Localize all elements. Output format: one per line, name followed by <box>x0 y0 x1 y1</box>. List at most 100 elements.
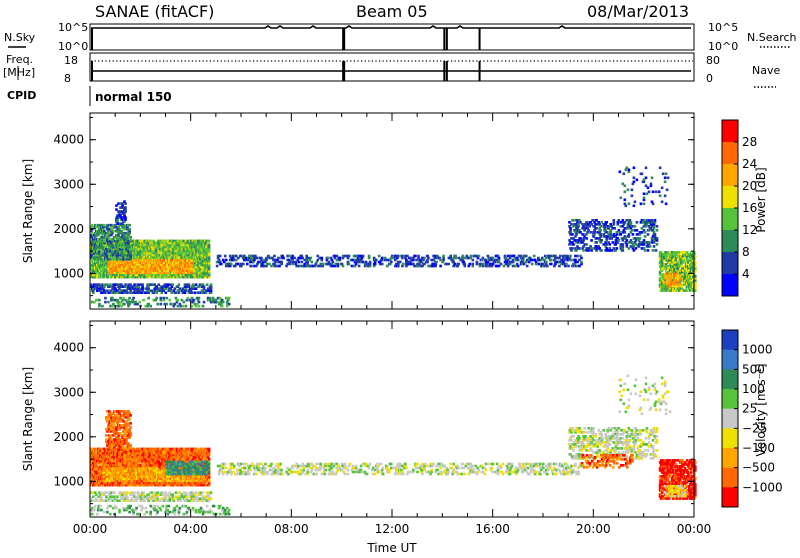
power-cell <box>550 263 553 266</box>
power-cell <box>590 247 593 250</box>
date-title: 08/Mar/2013 <box>587 2 689 21</box>
power-cell <box>273 255 276 258</box>
beam-title: Beam 05 <box>356 2 428 21</box>
power-cell <box>369 261 372 264</box>
power-cell <box>280 261 283 264</box>
power-cell <box>293 257 296 260</box>
power-cell <box>327 257 330 260</box>
power-cell <box>595 227 598 230</box>
power-cell <box>526 265 529 268</box>
power-cell <box>337 263 340 266</box>
power-cell <box>194 291 197 294</box>
power-cell <box>104 301 107 304</box>
cpid-label: CPID <box>7 89 36 102</box>
power-cell <box>423 257 426 260</box>
power-cell <box>517 265 520 268</box>
power-cell <box>322 263 325 266</box>
power-cell <box>525 255 528 258</box>
power-cell <box>454 255 457 258</box>
power-cell <box>228 303 231 306</box>
power-cell <box>634 225 637 228</box>
power-cell <box>198 305 201 308</box>
power-cell <box>185 305 188 308</box>
power-cell <box>654 233 657 236</box>
nsky-label: N.Sky <box>4 31 36 44</box>
power-cell <box>595 241 598 244</box>
freq-label: Freq. <box>6 53 33 66</box>
nsearch-tick-top: 10^5 <box>708 21 738 34</box>
power-cell <box>571 247 574 250</box>
power-cell <box>644 249 647 252</box>
nsearch-tick-bottom: 10^0 <box>708 40 738 53</box>
power-cell <box>616 247 619 250</box>
power-cell <box>572 243 575 246</box>
power-cell <box>141 283 144 286</box>
power-cell <box>228 297 231 300</box>
power-cell <box>656 229 659 232</box>
power-cell <box>160 303 163 306</box>
power-cell <box>576 255 579 258</box>
power-cell <box>614 227 617 230</box>
power-cell <box>138 301 141 304</box>
power-cell <box>311 261 314 264</box>
power-cell <box>160 297 163 300</box>
power-cell <box>156 303 159 306</box>
power-cell <box>128 228 131 231</box>
power-cell <box>98 303 101 306</box>
power-cell <box>126 291 129 294</box>
power-cell <box>550 259 553 262</box>
nsearch-label: N.Search <box>747 31 797 44</box>
power-cell <box>578 247 581 250</box>
power-cell <box>478 255 481 258</box>
power-cell <box>107 301 110 304</box>
power-cell <box>183 301 186 304</box>
power-cell <box>129 248 132 251</box>
power-cell <box>128 297 131 300</box>
power-cell <box>457 263 460 266</box>
power-cell <box>123 303 126 306</box>
power-cell <box>636 221 639 224</box>
power-cell <box>447 263 450 266</box>
freq-tick-top: 18 <box>64 54 78 67</box>
power-cell <box>193 299 196 302</box>
power-cell <box>469 263 472 266</box>
power-cell <box>368 255 371 258</box>
nsky-gaps <box>92 28 480 50</box>
power-cell <box>449 255 452 258</box>
power-cell <box>585 237 588 240</box>
power-cell <box>98 299 101 302</box>
power-cell <box>482 263 485 266</box>
power-cell <box>381 257 384 260</box>
power-cell <box>230 263 233 266</box>
power-cell <box>631 229 634 232</box>
power-cell <box>198 297 201 300</box>
power-cell <box>570 259 573 262</box>
power-cell <box>580 261 583 264</box>
power-cell <box>427 257 430 260</box>
power-cell <box>533 255 536 258</box>
freq-frame <box>90 53 694 81</box>
power-cell <box>644 231 647 234</box>
power-cell <box>517 259 520 262</box>
power-cell <box>571 233 574 236</box>
power-cell <box>297 261 300 264</box>
nave-tick-bottom: 0 <box>706 72 713 85</box>
power-cell <box>224 255 227 258</box>
power-data <box>90 167 697 308</box>
nsky-tick-top: 10^5 <box>58 21 88 34</box>
power-cell <box>342 265 345 268</box>
power-cell <box>348 263 351 266</box>
power-cell <box>163 297 166 300</box>
power-cell <box>172 283 175 286</box>
power-cell <box>435 261 438 264</box>
nave-tick-top: 80 <box>706 54 720 67</box>
power-cell <box>590 239 593 242</box>
station-title: SANAE (fitACF) <box>95 2 214 21</box>
power-cell <box>618 239 621 242</box>
power-cell <box>208 240 211 243</box>
power-cell <box>401 255 404 258</box>
power-cell <box>498 257 501 260</box>
power-cell <box>208 244 211 247</box>
power-cell <box>250 265 253 268</box>
